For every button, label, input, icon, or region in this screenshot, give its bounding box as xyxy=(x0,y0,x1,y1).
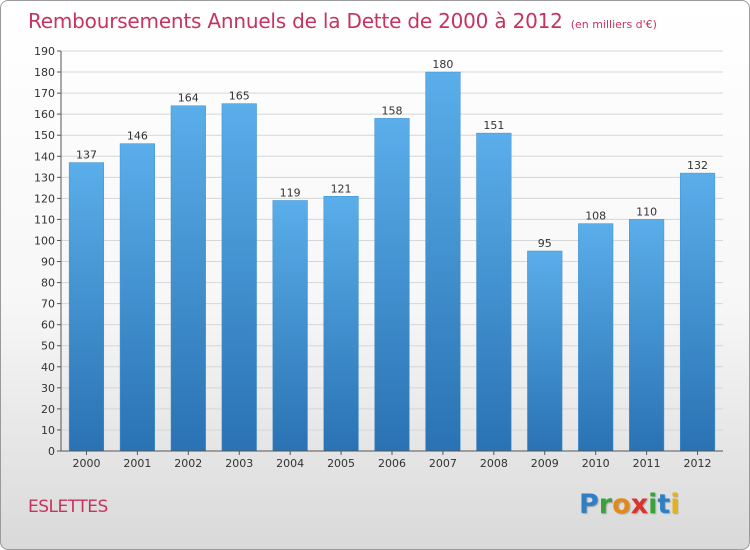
data-label: 137 xyxy=(76,149,97,162)
y-tick-label: 180 xyxy=(34,66,55,79)
x-tick-label: 2010 xyxy=(582,457,610,470)
x-tick-label: 2011 xyxy=(633,457,661,470)
bar-2006 xyxy=(374,118,410,452)
data-label: 146 xyxy=(127,130,148,143)
x-tick-label: 2003 xyxy=(225,457,253,470)
commune-name: ESLETTES xyxy=(28,497,108,517)
bar-2004 xyxy=(272,200,308,452)
data-label: 110 xyxy=(636,205,657,218)
bar-2010 xyxy=(578,223,614,452)
y-tick-label: 190 xyxy=(34,45,55,58)
y-tick-label: 130 xyxy=(34,171,55,184)
x-tick-label: 2006 xyxy=(378,457,406,470)
y-tick-label: 150 xyxy=(34,129,55,142)
logo-letter: t xyxy=(657,489,671,520)
bar-2005 xyxy=(323,196,359,452)
y-tick-label: 140 xyxy=(34,150,55,163)
logo-letter: i xyxy=(648,489,658,520)
bar-2008 xyxy=(476,132,512,452)
data-label: 151 xyxy=(483,119,504,132)
bar-2009 xyxy=(527,250,563,452)
data-label: 132 xyxy=(687,159,708,172)
y-tick-label: 170 xyxy=(34,87,55,100)
x-tick-label: 2009 xyxy=(531,457,559,470)
y-tick-label: 70 xyxy=(41,298,55,311)
bar-2007 xyxy=(425,71,461,452)
bar-2001 xyxy=(119,143,155,452)
proxiti-logo[interactable]: Proxiti xyxy=(579,489,680,520)
x-tick-label: 2001 xyxy=(123,457,151,470)
x-tick-label: 2004 xyxy=(276,457,304,470)
y-tick-label: 80 xyxy=(41,277,55,290)
title-row: Remboursements Annuels de la Dette de 20… xyxy=(28,9,657,33)
bar-2003 xyxy=(221,103,257,452)
bar-2002 xyxy=(170,105,206,452)
x-tick-label: 2000 xyxy=(72,457,100,470)
data-label: 180 xyxy=(432,58,453,71)
y-tick-label: 120 xyxy=(34,192,55,205)
labels: 0 10 20 30 40 50 60 70 80 90 100 110 120 130 140 150 160… xyxy=(34,45,712,470)
bar-2011 xyxy=(629,219,665,452)
y-tick-label: 10 xyxy=(41,424,55,437)
y-tick-label: 40 xyxy=(41,361,55,374)
y-tick-label: 30 xyxy=(41,382,55,395)
x-tick-label: 2012 xyxy=(684,457,712,470)
data-label: 165 xyxy=(229,90,250,103)
y-tick-label: 90 xyxy=(41,256,55,269)
bar-2012 xyxy=(679,172,716,452)
data-label: 108 xyxy=(585,210,606,223)
x-tick-label: 2005 xyxy=(327,457,355,470)
data-label: 121 xyxy=(331,182,352,195)
bar-2000 xyxy=(68,162,105,452)
logo-letter: P xyxy=(579,489,599,520)
bars xyxy=(68,71,716,452)
x-tick-label: 2008 xyxy=(480,457,508,470)
y-tick-label: 100 xyxy=(34,234,55,247)
logo-letter: x xyxy=(630,489,649,520)
logo-letter: o xyxy=(612,489,631,520)
y-tick-label: 60 xyxy=(41,319,55,332)
x-tick-label: 2007 xyxy=(429,457,457,470)
logo-letter: r xyxy=(598,489,613,520)
x-tick-label: 2002 xyxy=(174,457,202,470)
data-label: 164 xyxy=(178,92,199,105)
y-tick-label: 20 xyxy=(41,403,55,416)
data-label: 119 xyxy=(280,186,301,199)
y-tick-label: 110 xyxy=(34,213,55,226)
data-label: 158 xyxy=(382,104,403,117)
y-tick-label: 50 xyxy=(41,340,55,353)
y-tick-label: 0 xyxy=(48,445,55,458)
chart-subtitle: (en milliers d'€) xyxy=(570,18,657,31)
axes xyxy=(57,50,723,455)
logo-letter: i xyxy=(670,489,680,520)
data-label: 95 xyxy=(538,237,552,250)
y-tick-label: 160 xyxy=(34,108,55,121)
chart-title: Remboursements Annuels de la Dette de 20… xyxy=(28,9,563,33)
